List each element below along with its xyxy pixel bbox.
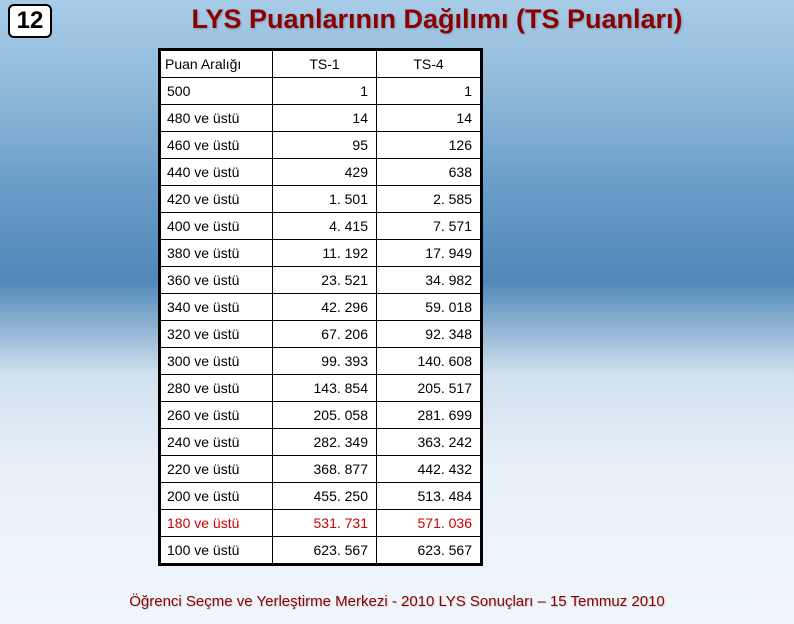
cell-ts4: 205. 517 bbox=[377, 375, 481, 402]
table-row: 50011 bbox=[161, 78, 481, 105]
cell-range: 420 ve üstü bbox=[161, 186, 273, 213]
table-row: 380 ve üstü11. 19217. 949 bbox=[161, 240, 481, 267]
cell-ts4: 623. 567 bbox=[377, 537, 481, 564]
table-row: 100 ve üstü623. 567623. 567 bbox=[161, 537, 481, 564]
table-row: 240 ve üstü282. 349363. 242 bbox=[161, 429, 481, 456]
cell-range: 480 ve üstü bbox=[161, 105, 273, 132]
cell-range: 280 ve üstü bbox=[161, 375, 273, 402]
footer-text: Öğrenci Seçme ve Yerleştirme Merkezi - 2… bbox=[0, 593, 794, 610]
cell-ts1: 143. 854 bbox=[273, 375, 377, 402]
cell-ts4: 126 bbox=[377, 132, 481, 159]
cell-ts1: 429 bbox=[273, 159, 377, 186]
cell-range: 320 ve üstü bbox=[161, 321, 273, 348]
cell-ts4: 14 bbox=[377, 105, 481, 132]
table-row: 220 ve üstü368. 877442. 432 bbox=[161, 456, 481, 483]
cell-ts4: 281. 699 bbox=[377, 402, 481, 429]
cell-ts4: 638 bbox=[377, 159, 481, 186]
cell-ts1: 282. 349 bbox=[273, 429, 377, 456]
cell-ts4: 7. 571 bbox=[377, 213, 481, 240]
score-table-container: Puan Aralığı TS-1 TS-4 50011480 ve üstü1… bbox=[158, 48, 483, 566]
cell-ts1: 455. 250 bbox=[273, 483, 377, 510]
table-row: 460 ve üstü95126 bbox=[161, 132, 481, 159]
cell-range: 260 ve üstü bbox=[161, 402, 273, 429]
table-row: 340 ve üstü42. 29659. 018 bbox=[161, 294, 481, 321]
cell-ts1: 11. 192 bbox=[273, 240, 377, 267]
cell-range: 400 ve üstü bbox=[161, 213, 273, 240]
cell-ts1: 1 bbox=[273, 78, 377, 105]
cell-ts4: 140. 608 bbox=[377, 348, 481, 375]
cell-ts4: 17. 949 bbox=[377, 240, 481, 267]
cell-range: 240 ve üstü bbox=[161, 429, 273, 456]
cell-range: 440 ve üstü bbox=[161, 159, 273, 186]
col-range: Puan Aralığı bbox=[161, 51, 273, 78]
cell-ts4: 363. 242 bbox=[377, 429, 481, 456]
cell-ts4: 34. 982 bbox=[377, 267, 481, 294]
table-row: 320 ve üstü67. 20692. 348 bbox=[161, 321, 481, 348]
table-row: 480 ve üstü1414 bbox=[161, 105, 481, 132]
table-row: 360 ve üstü23. 52134. 982 bbox=[161, 267, 481, 294]
cell-ts1: 623. 567 bbox=[273, 537, 377, 564]
cell-ts4: 442. 432 bbox=[377, 456, 481, 483]
cell-ts1: 67. 206 bbox=[273, 321, 377, 348]
cell-ts4: 2. 585 bbox=[377, 186, 481, 213]
table-row: 420 ve üstü1. 5012. 585 bbox=[161, 186, 481, 213]
table-header-row: Puan Aralığı TS-1 TS-4 bbox=[161, 51, 481, 78]
cell-ts1: 14 bbox=[273, 105, 377, 132]
cell-ts4: 92. 348 bbox=[377, 321, 481, 348]
cell-ts1: 1. 501 bbox=[273, 186, 377, 213]
page-number-badge: 12 bbox=[8, 4, 52, 38]
cell-range: 500 bbox=[161, 78, 273, 105]
table-row: 280 ve üstü143. 854205. 517 bbox=[161, 375, 481, 402]
cell-ts1: 4. 415 bbox=[273, 213, 377, 240]
page-number-text: 12 bbox=[17, 7, 44, 35]
table-row: 180 ve üstü531. 731571. 036 bbox=[161, 510, 481, 537]
table-row: 260 ve üstü205. 058281. 699 bbox=[161, 402, 481, 429]
cell-ts4: 513. 484 bbox=[377, 483, 481, 510]
cell-ts1: 23. 521 bbox=[273, 267, 377, 294]
table-row: 440 ve üstü429638 bbox=[161, 159, 481, 186]
cell-range: 380 ve üstü bbox=[161, 240, 273, 267]
table-row: 300 ve üstü99. 393140. 608 bbox=[161, 348, 481, 375]
cell-ts4: 1 bbox=[377, 78, 481, 105]
cell-range: 340 ve üstü bbox=[161, 294, 273, 321]
cell-ts4: 59. 018 bbox=[377, 294, 481, 321]
score-table: Puan Aralığı TS-1 TS-4 50011480 ve üstü1… bbox=[160, 50, 481, 564]
cell-range: 460 ve üstü bbox=[161, 132, 273, 159]
cell-range: 180 ve üstü bbox=[161, 510, 273, 537]
col-ts1: TS-1 bbox=[273, 51, 377, 78]
table-row: 400 ve üstü4. 4157. 571 bbox=[161, 213, 481, 240]
cell-range: 300 ve üstü bbox=[161, 348, 273, 375]
cell-range: 360 ve üstü bbox=[161, 267, 273, 294]
cell-ts1: 531. 731 bbox=[273, 510, 377, 537]
cell-range: 100 ve üstü bbox=[161, 537, 273, 564]
col-ts4: TS-4 bbox=[377, 51, 481, 78]
table-row: 200 ve üstü455. 250513. 484 bbox=[161, 483, 481, 510]
cell-ts1: 42. 296 bbox=[273, 294, 377, 321]
cell-ts1: 99. 393 bbox=[273, 348, 377, 375]
cell-ts1: 368. 877 bbox=[273, 456, 377, 483]
page-title: LYS Puanlarının Dağılımı (TS Puanları) bbox=[90, 4, 784, 35]
cell-ts1: 95 bbox=[273, 132, 377, 159]
cell-ts4: 571. 036 bbox=[377, 510, 481, 537]
cell-range: 200 ve üstü bbox=[161, 483, 273, 510]
cell-ts1: 205. 058 bbox=[273, 402, 377, 429]
cell-range: 220 ve üstü bbox=[161, 456, 273, 483]
